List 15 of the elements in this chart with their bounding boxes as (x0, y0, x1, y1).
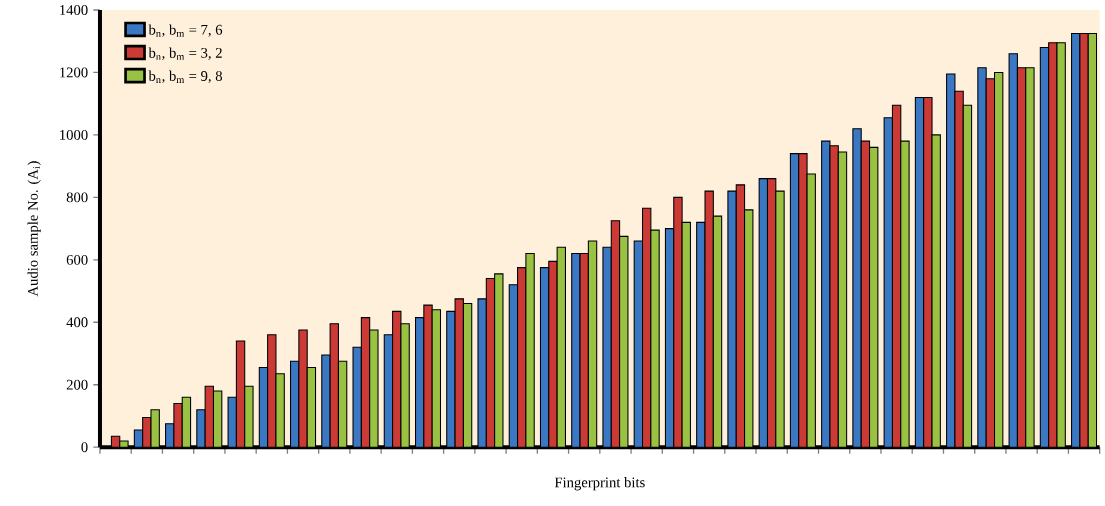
y-tick-label: 1400 (60, 5, 88, 16)
y-tick-label: 400 (66, 317, 88, 328)
bar (423, 304, 433, 448)
y-tick-label: 600 (66, 254, 88, 265)
y-tick-label: 0 (81, 442, 88, 453)
y-tick-label: 200 (66, 379, 88, 390)
y-tick-label: 1200 (60, 67, 88, 78)
y-tick-label: 800 (66, 192, 88, 203)
y-axis-title: Audio sample No. (A$_{i}$) (27, 161, 41, 297)
legend-label: b$_{n}$, b$_{m}$ = 3, 2 (148, 47, 222, 61)
x-axis-title: Fingerprint bits (554, 477, 645, 491)
legend-label: b$_{n}$, b$_{m}$ = 9, 8 (148, 70, 223, 84)
y-tick-label: 1000 (60, 130, 88, 140)
bar (977, 67, 987, 448)
legend-label: b$_{n}$, b$_{m}$ = 7, 6 (148, 24, 223, 37)
